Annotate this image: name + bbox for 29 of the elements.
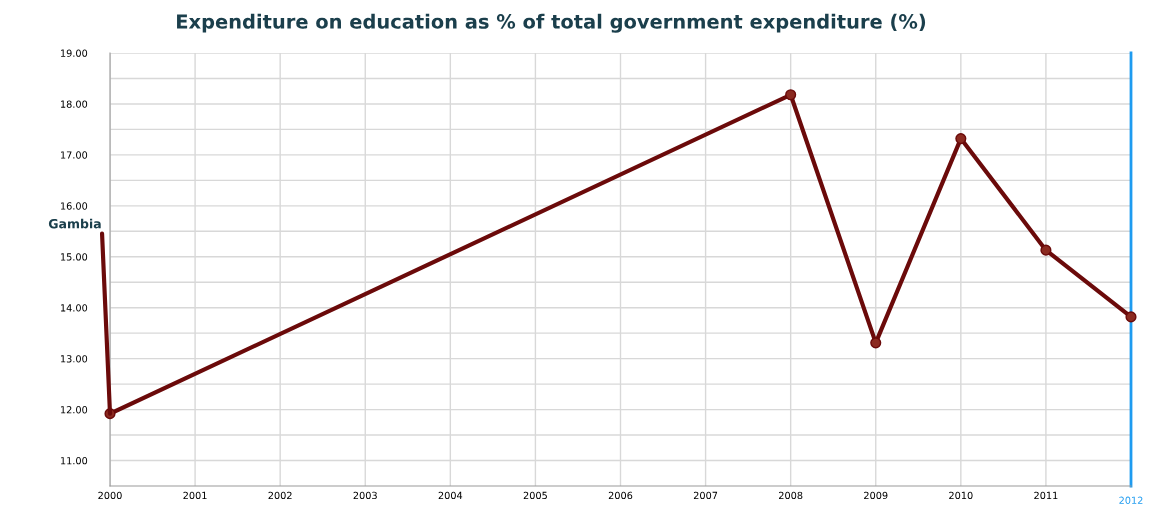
- y-tick-label: 12.00: [61, 406, 88, 414]
- point: [955, 133, 967, 145]
- y-tick-label: 15.00: [61, 253, 88, 261]
- x-tick-label: 2000: [98, 491, 122, 500]
- y-tick-label: 14.00: [61, 304, 88, 312]
- x-tick-label: 2010: [949, 491, 973, 500]
- point: [1125, 311, 1137, 323]
- text: Gambia: [48, 218, 101, 229]
- x-tick-label: 2008: [779, 491, 803, 500]
- y-tick-label: 13.00: [61, 355, 88, 363]
- x-tick-label: 2001: [183, 491, 207, 500]
- y-tick-label: 18.00: [61, 100, 88, 108]
- ref-line-label: 2012: [1119, 496, 1143, 504]
- y-tick-label: 16.00: [61, 202, 88, 210]
- x-tick-label: 2011: [1034, 491, 1058, 500]
- x-tick-label: 2003: [353, 491, 377, 500]
- point: [1040, 244, 1052, 256]
- y-tick-label: 19.00: [61, 49, 88, 57]
- point: [870, 337, 882, 349]
- x-tick-label: 2006: [608, 491, 633, 500]
- y-tick-label: 17.00: [61, 151, 88, 159]
- point: [785, 89, 797, 101]
- x-tick-label: 2009: [864, 491, 888, 500]
- x-tick-label: 2005: [523, 491, 547, 500]
- x-tick-label: 2004: [438, 491, 463, 500]
- x-tick-label: 2002: [268, 491, 292, 500]
- y-tick-label: 11.00: [61, 457, 88, 465]
- chart-title: Expenditure on education as % of total government expenditure (%): [177, 13, 926, 33]
- x-tick-label: 2007: [693, 491, 718, 500]
